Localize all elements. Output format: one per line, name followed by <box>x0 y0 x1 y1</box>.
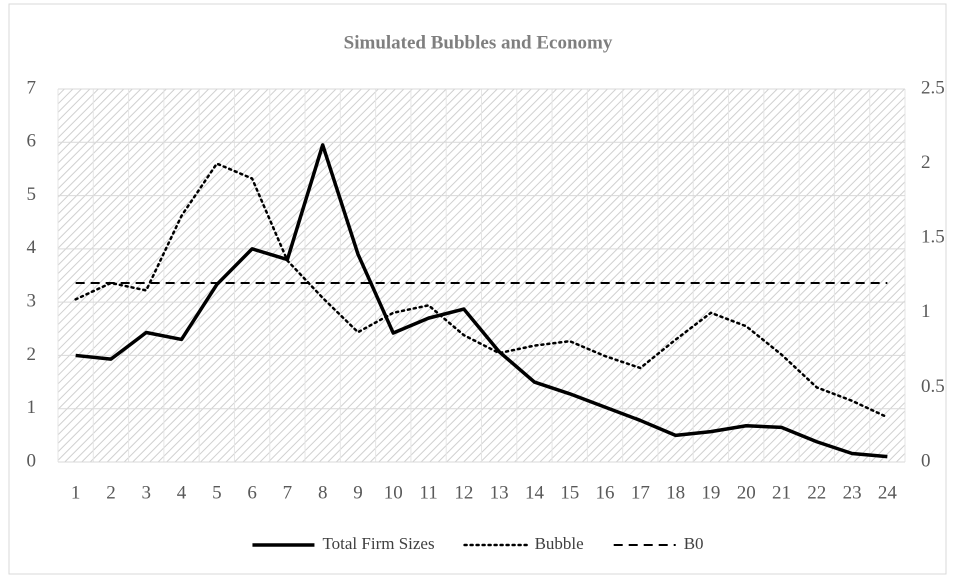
y-tick-label: 5 <box>27 184 37 205</box>
x-tick-label: 2 <box>106 482 116 503</box>
legend-label: B0 <box>684 534 704 553</box>
y2-tick-label: 0 <box>921 450 931 471</box>
x-tick-label: 10 <box>384 482 403 503</box>
x-tick-label: 22 <box>807 482 826 503</box>
x-tick-label: 15 <box>560 482 579 503</box>
x-tick-label: 24 <box>878 482 898 503</box>
chart-title: Simulated Bubbles and Economy <box>344 32 613 53</box>
y2-tick-label: 1 <box>921 301 931 322</box>
legend-label: Bubble <box>535 534 584 553</box>
x-tick-label: 12 <box>454 482 473 503</box>
x-tick-label: 18 <box>666 482 685 503</box>
x-tick-label: 17 <box>631 482 650 503</box>
x-tick-label: 20 <box>737 482 756 503</box>
y2-tick-label: 0.5 <box>921 376 945 397</box>
x-tick-label: 6 <box>247 482 257 503</box>
series-line <box>75 143 888 459</box>
y-tick-label: 3 <box>27 291 37 312</box>
legend-label: Total Firm Sizes <box>322 534 434 553</box>
x-tick-label: 16 <box>596 482 615 503</box>
x-tick-label: 11 <box>419 482 437 503</box>
x-tick-label: 21 <box>772 482 791 503</box>
x-tick-label: 1 <box>71 482 81 503</box>
x-tick-label: 5 <box>212 482 222 503</box>
y-tick-label: 4 <box>27 237 37 258</box>
y-tick-label: 7 <box>27 77 37 98</box>
x-tick-label: 4 <box>177 482 187 503</box>
y-tick-label: 1 <box>27 397 37 418</box>
x-tick-label: 8 <box>318 482 328 503</box>
series-line <box>74 162 889 419</box>
y2-tick-label: 1.5 <box>921 227 945 248</box>
y2-tick-label: 2 <box>921 152 931 173</box>
x-tick-label: 13 <box>490 482 509 503</box>
y-tick-label: 0 <box>27 450 37 471</box>
x-tick-label: 19 <box>701 482 720 503</box>
x-tick-label: 3 <box>141 482 151 503</box>
y2-tick-label: 2.5 <box>921 77 945 98</box>
y-tick-label: 6 <box>27 131 37 152</box>
y-tick-label: 2 <box>27 344 37 365</box>
x-tick-label: 14 <box>525 482 545 503</box>
x-tick-label: 9 <box>353 482 363 503</box>
x-tick-label: 23 <box>843 482 862 503</box>
x-tick-label: 7 <box>283 482 293 503</box>
